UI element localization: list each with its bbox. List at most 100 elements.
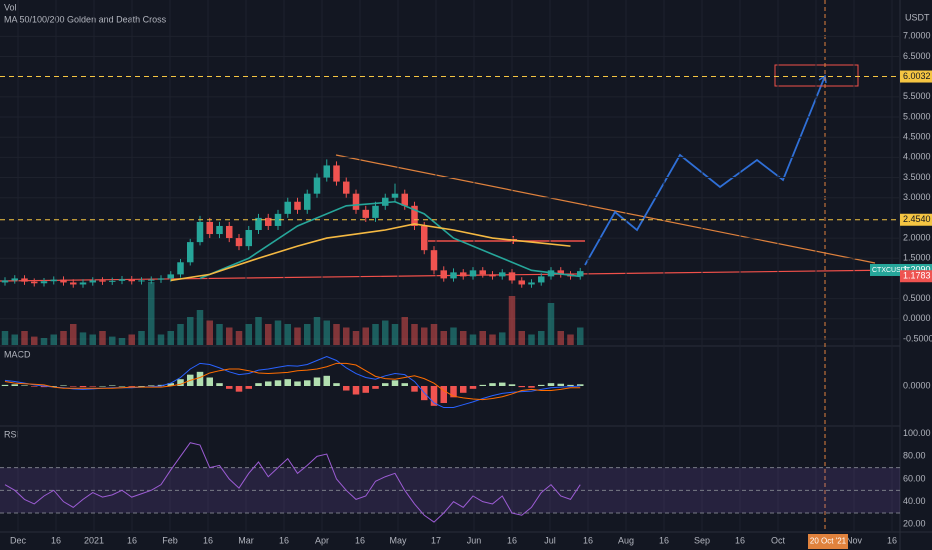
candle-body bbox=[469, 270, 477, 277]
volume-bar bbox=[450, 327, 457, 345]
candle-body bbox=[31, 281, 38, 284]
macd-histogram-bar bbox=[226, 386, 233, 389]
indicator-label: Vol bbox=[4, 2, 17, 12]
macd-histogram-bar bbox=[40, 386, 48, 388]
y-tick-label: 4.0000 bbox=[903, 152, 931, 162]
x-tick-label: Feb bbox=[162, 535, 178, 545]
macd-histogram-bar bbox=[313, 377, 321, 386]
volume-bar bbox=[362, 327, 369, 345]
volume-bar bbox=[245, 324, 252, 345]
candle-body bbox=[489, 274, 496, 277]
volume-bar bbox=[60, 331, 67, 345]
volume-bar bbox=[372, 324, 379, 345]
y-tick-label: -0.5000 bbox=[903, 333, 932, 343]
macd-histogram-bar bbox=[460, 386, 467, 393]
candle-body bbox=[323, 165, 330, 178]
rsi-tick-label: 100.00 bbox=[903, 428, 931, 438]
macd-histogram-bar bbox=[79, 386, 87, 388]
macd-histogram-bar bbox=[343, 386, 350, 391]
level-tag bbox=[900, 213, 932, 226]
macd-line bbox=[4, 362, 581, 401]
macd-histogram-bar bbox=[167, 383, 174, 386]
candle-body bbox=[128, 279, 135, 282]
y-tick-label: 5.5000 bbox=[903, 91, 931, 101]
macd-histogram-bar bbox=[138, 386, 145, 387]
macd-histogram-bar bbox=[528, 386, 535, 388]
macd-histogram-bar bbox=[148, 385, 155, 386]
x-tick-label: 2021 bbox=[84, 535, 104, 545]
volume-bar bbox=[206, 320, 213, 345]
candle-body bbox=[60, 279, 67, 283]
macd-histogram-bar bbox=[499, 382, 506, 386]
volume-bar bbox=[216, 324, 223, 345]
candle-body bbox=[265, 217, 272, 226]
volume-bar bbox=[411, 324, 418, 345]
macd-histogram-bar bbox=[196, 371, 204, 386]
rsi-tick-label: 40.00 bbox=[903, 496, 926, 506]
macd-histogram-bar bbox=[518, 386, 525, 388]
y-tick-label: 6.5000 bbox=[903, 51, 931, 61]
macd-histogram-bar bbox=[70, 386, 77, 387]
macd-histogram-bar bbox=[245, 386, 252, 389]
macd-histogram-bar bbox=[304, 380, 311, 386]
volume-bar bbox=[31, 336, 38, 345]
macd-histogram-bar bbox=[577, 384, 584, 386]
candle-body bbox=[460, 272, 467, 277]
candle-body bbox=[577, 271, 584, 277]
volume-bar bbox=[343, 327, 350, 345]
volume-bar bbox=[313, 317, 321, 345]
candle-body bbox=[206, 221, 213, 235]
rsi-tick-label: 80.00 bbox=[903, 451, 926, 461]
macd-histogram-bar bbox=[391, 380, 399, 386]
x-tick-label: 16 bbox=[887, 535, 897, 545]
candle-body bbox=[255, 217, 262, 230]
volume-bar bbox=[323, 320, 330, 345]
macd-histogram-bar bbox=[362, 386, 369, 393]
x-tick-label: 16 bbox=[583, 535, 593, 545]
candle-body bbox=[138, 280, 145, 282]
volume-bar bbox=[567, 334, 574, 345]
candle-body bbox=[372, 205, 379, 218]
volume-bar bbox=[528, 334, 535, 345]
volume-bar bbox=[489, 334, 496, 345]
macd-histogram-bar bbox=[206, 377, 213, 386]
pane-title: MACD bbox=[4, 349, 31, 359]
macd-histogram-bar bbox=[333, 383, 340, 386]
candle-body bbox=[50, 279, 57, 282]
volume-bar bbox=[177, 324, 184, 345]
trend-line bbox=[0, 269, 901, 282]
x-tick-label: 16 bbox=[659, 535, 669, 545]
candle-body bbox=[99, 280, 106, 282]
y-tick-label: 1.5000 bbox=[903, 253, 931, 263]
volume-bar bbox=[508, 296, 516, 345]
macd-histogram-bar bbox=[323, 375, 330, 386]
rsi-line bbox=[4, 442, 581, 523]
macd-histogram-bar bbox=[89, 386, 96, 387]
volume-bar bbox=[382, 320, 389, 345]
x-tick-label: Oct bbox=[771, 535, 786, 545]
volume-bar bbox=[1, 331, 9, 345]
x-tick-label: May bbox=[389, 535, 407, 545]
macd-histogram-bar bbox=[352, 386, 360, 395]
volume-bar bbox=[109, 336, 116, 345]
x-tick-label: Apr bbox=[315, 535, 329, 545]
candle-body bbox=[70, 282, 77, 285]
macd-histogram-bar bbox=[401, 383, 408, 386]
trend-line bbox=[335, 154, 876, 264]
volume-bar bbox=[421, 327, 428, 345]
volume-bar bbox=[79, 332, 87, 345]
indicator-label: MA 50/100/200 Golden and Death Cross bbox=[4, 14, 167, 24]
macd-histogram-bar bbox=[1, 384, 9, 386]
currency-label: USDT bbox=[905, 12, 930, 22]
candle-body bbox=[362, 209, 369, 218]
macd-histogram-bar bbox=[411, 386, 418, 392]
x-tick-label: 16 bbox=[203, 535, 213, 545]
macd-histogram-bar bbox=[11, 384, 18, 386]
candle-body bbox=[79, 282, 87, 285]
macd-histogram-bar bbox=[118, 386, 126, 387]
level-label: 2.4540 bbox=[903, 214, 931, 224]
candle-body bbox=[157, 278, 165, 280]
macd-histogram-bar bbox=[128, 386, 135, 387]
y-tick-label: 7.0000 bbox=[903, 31, 931, 41]
